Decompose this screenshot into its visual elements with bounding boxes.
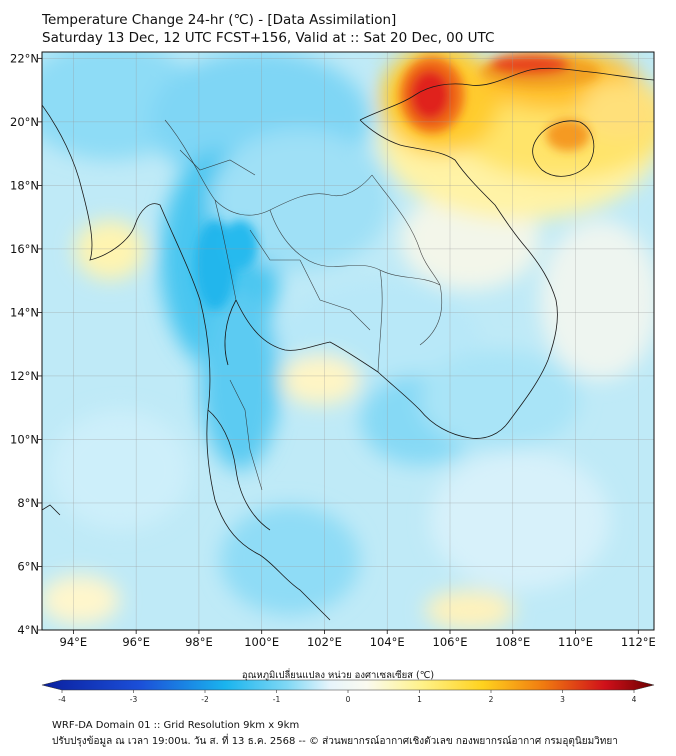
footer-credit: ปรับปรุงข้อมูล ณ เวลา 19:00น. วัน ส. ที่…	[52, 736, 618, 747]
lon-tick-label: 108°E	[495, 635, 530, 649]
colorbar: -4 -3 -2 -1 0 1 2 3 4	[41, 679, 655, 704]
lon-tick-label: 104°E	[370, 635, 405, 649]
lon-tick-label: 106°E	[433, 635, 468, 649]
lon-tick-label: 96°E	[122, 635, 150, 649]
lon-tick-label: 98°E	[185, 635, 213, 649]
lat-tick-label: 6°N	[17, 559, 39, 573]
colorbar-tick-label: -1	[273, 695, 281, 704]
anomaly-field	[42, 52, 654, 630]
lon-tick-label: 100°E	[244, 635, 279, 649]
lat-tick-label: 8°N	[17, 496, 39, 510]
colorbar-tick-label: -3	[130, 695, 138, 704]
lat-tick-label: 22°N	[10, 51, 39, 65]
map-frame	[41, 51, 655, 631]
colorbar-tick-label: 0	[346, 695, 351, 704]
lat-tick-label: 18°N	[10, 178, 39, 192]
coastlines	[42, 67, 654, 621]
lon-tick-label: 94°E	[60, 635, 88, 649]
graticule	[42, 52, 654, 630]
colorbar-label: อุณหภูมิเปลี่ยนแปลง หน่วย องศาเซลเซียส (…	[241, 670, 435, 681]
admin-borders	[164, 119, 443, 491]
map-title: Temperature Change 24-hr (℃) - [Data Ass…	[42, 12, 397, 28]
colorbar-tick-label: 4	[632, 695, 637, 704]
lat-tick-label: 4°N	[17, 623, 39, 637]
lat-tick-label: 10°N	[10, 432, 39, 446]
lat-tick-label: 14°N	[10, 305, 39, 319]
colorbar-tick-label: -4	[58, 695, 66, 704]
lon-tick-label: 110°E	[558, 635, 593, 649]
map-subtitle: Saturday 13 Dec, 12 UTC FCST+156, Valid …	[42, 30, 495, 46]
colorbar-tick-label: 3	[560, 695, 565, 704]
colorbar-tick-label: -2	[201, 695, 209, 704]
colorbar-tick-label: 2	[489, 695, 494, 704]
footer-model-info: WRF-DA Domain 01 :: Grid Resolution 9km …	[52, 720, 300, 731]
axis-ticks: 94°E 96°E 98°E 100°E 102°E 104°E 106°E 108°E 110…	[10, 51, 656, 649]
lat-tick-label: 12°N	[10, 369, 39, 383]
lat-tick-label: 16°N	[10, 242, 39, 256]
lat-tick-label: 20°N	[10, 115, 39, 129]
lon-tick-label: 102°E	[307, 635, 342, 649]
colorbar-tick-label: 1	[417, 695, 422, 704]
lon-tick-label: 112°E	[621, 635, 656, 649]
